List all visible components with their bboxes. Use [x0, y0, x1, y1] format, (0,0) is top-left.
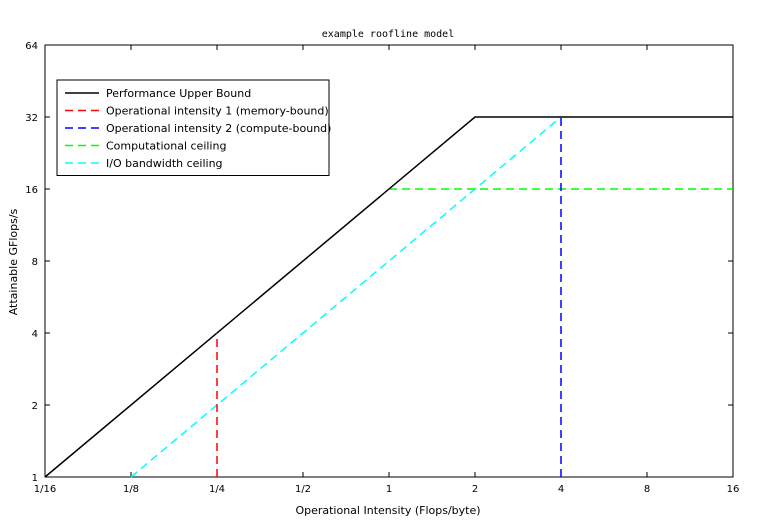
- legend-box: [56, 79, 330, 176]
- y-tick-label: 64: [25, 41, 38, 52]
- legend-entry-label: Performance Upper Bound: [106, 87, 251, 100]
- x-tick-label: 8: [644, 484, 650, 495]
- x-tick-label: 1: [386, 484, 392, 495]
- legend-entry-label: I/O bandwidth ceiling: [106, 157, 223, 170]
- legend-entry-label: Computational ceiling: [106, 140, 226, 153]
- y-axis-title: Attainable GFlops/s: [7, 208, 20, 315]
- chart-title: example roofline model: [322, 29, 454, 40]
- y-tick-label: 2: [32, 401, 38, 412]
- legend-entry-label: Operational intensity 1 (memory-bound): [106, 105, 329, 118]
- axis-ticks: 1/16 1/8 1/4 1/2 1 2 4 8 16 1 2 4 8 16 32 64: [25, 41, 739, 495]
- x-tick-label: 2: [472, 484, 478, 495]
- series-line-1: [44, 116, 733, 478]
- legend-entry-label: Operational intensity 2 (compute-bound): [106, 122, 331, 135]
- x-tick-label: 1/2: [295, 484, 311, 495]
- y-tick-label: 1: [32, 473, 38, 484]
- x-tick-label: 1/8: [123, 484, 139, 495]
- legend: Performance Upper Bound Operational inten…: [56, 79, 331, 176]
- series-line-5: [130, 116, 562, 478]
- y-tick-label: 4: [32, 329, 38, 340]
- x-tick-label: 4: [558, 484, 564, 495]
- y-tick-label: 32: [25, 113, 38, 124]
- x-tick-label: 16: [727, 484, 740, 495]
- series-lines: [44, 116, 733, 478]
- x-tick-label: 1/4: [209, 484, 225, 495]
- y-tick-label: 8: [32, 257, 38, 268]
- x-axis-title: Operational Intensity (Flops/byte): [295, 504, 480, 517]
- x-tick-label: 1/16: [34, 484, 56, 495]
- y-tick-label: 16: [25, 185, 38, 196]
